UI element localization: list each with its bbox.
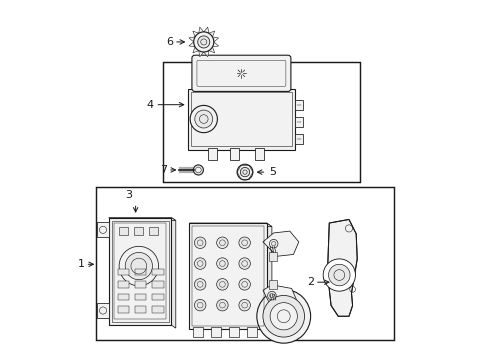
Polygon shape [172,218,176,328]
Polygon shape [193,31,199,37]
Circle shape [194,165,203,175]
Bar [118,281,129,288]
Polygon shape [263,231,299,256]
Polygon shape [189,37,195,42]
Bar [194,327,203,337]
Bar [295,100,303,110]
Bar [115,224,166,319]
Circle shape [198,36,210,48]
Bar [269,309,277,318]
Circle shape [217,258,228,269]
Circle shape [217,279,228,290]
Polygon shape [199,27,204,33]
Polygon shape [327,220,357,316]
Circle shape [239,279,250,290]
Bar [152,269,164,275]
Bar [134,227,143,235]
Circle shape [323,259,355,291]
Bar [208,148,217,159]
Bar [97,222,109,237]
Bar [119,227,128,235]
Polygon shape [193,47,199,53]
Bar [295,117,303,127]
Bar [109,218,172,325]
Circle shape [270,303,297,330]
Bar [152,306,164,313]
Bar [135,269,147,275]
Circle shape [257,289,311,343]
Circle shape [217,237,228,248]
Circle shape [194,32,214,52]
Bar [188,89,295,149]
Polygon shape [190,223,272,226]
Text: 4: 4 [147,100,153,110]
Circle shape [237,164,253,180]
Bar [152,281,164,288]
Text: 1: 1 [77,259,84,269]
Circle shape [195,110,213,128]
Polygon shape [199,51,204,57]
Circle shape [195,237,206,248]
Circle shape [119,246,159,286]
Bar [229,327,239,337]
Bar [269,252,277,261]
Bar [230,148,239,159]
Circle shape [190,105,218,133]
Bar [97,303,109,318]
Circle shape [270,239,278,248]
Polygon shape [263,285,297,306]
Polygon shape [189,42,195,47]
Bar [118,269,129,275]
Bar [112,221,169,322]
Bar [269,280,277,289]
Text: 5: 5 [270,167,276,177]
Bar [135,306,147,313]
Polygon shape [213,37,219,42]
Circle shape [125,252,152,280]
Bar [163,62,360,182]
Bar [118,306,129,313]
Bar [247,327,257,337]
Text: 3: 3 [125,190,132,200]
Bar [149,227,158,235]
Bar [118,294,129,300]
Polygon shape [204,27,209,33]
Bar [211,327,221,337]
Bar [191,92,292,146]
Circle shape [263,296,304,337]
Circle shape [195,279,206,290]
Circle shape [240,167,250,177]
Circle shape [195,300,206,311]
Text: 7: 7 [160,165,167,175]
Circle shape [268,291,276,300]
Bar [192,226,264,326]
Polygon shape [109,218,176,221]
Bar [190,223,267,329]
Circle shape [239,258,250,269]
Polygon shape [213,42,219,47]
Bar [295,134,303,144]
Bar [135,281,147,288]
Circle shape [239,300,250,311]
Polygon shape [267,223,272,332]
Bar [255,148,264,159]
Circle shape [329,264,350,286]
Circle shape [195,258,206,269]
Bar [135,294,147,300]
Circle shape [239,237,250,248]
Bar [152,294,164,300]
Bar [96,187,394,339]
Circle shape [217,300,228,311]
Polygon shape [209,31,215,37]
Text: 2: 2 [307,277,314,287]
Polygon shape [204,51,209,57]
Polygon shape [209,47,215,53]
FancyBboxPatch shape [192,55,291,91]
Text: 6: 6 [166,37,173,47]
